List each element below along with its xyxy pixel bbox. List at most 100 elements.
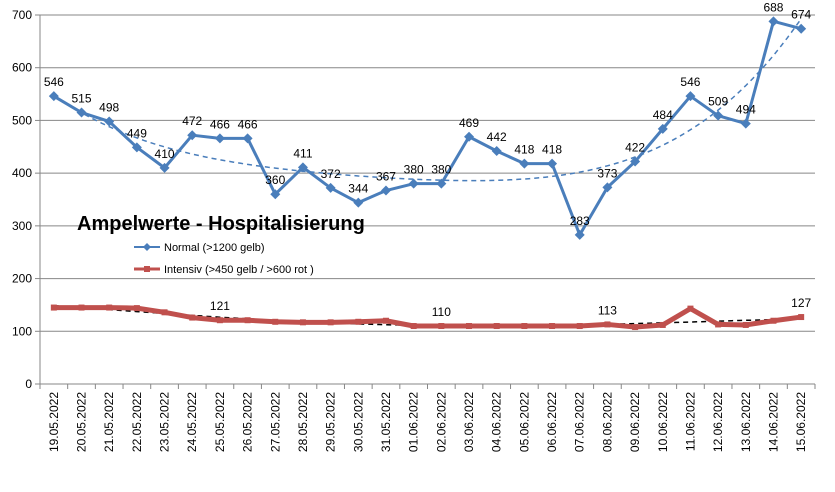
- data-label: 127: [791, 296, 811, 310]
- legend: Normal (>1200 gelb) Intensiv (>450 gelb /…: [134, 242, 314, 276]
- data-label: 498: [99, 100, 119, 114]
- data-point: [768, 16, 779, 27]
- data-label: 344: [348, 182, 368, 196]
- y-tick-label: 600: [12, 61, 32, 75]
- x-tick-label: 26.05.2022: [241, 392, 255, 452]
- x-tick-label: 03.06.2022: [462, 392, 476, 452]
- data-label: 380: [404, 163, 424, 177]
- data-point: [659, 321, 666, 328]
- data-point: [297, 162, 308, 173]
- gridlines: [40, 14, 815, 332]
- data-label: 110: [432, 305, 451, 319]
- x-tick-label: 23.05.2022: [158, 392, 172, 452]
- data-point: [189, 314, 196, 321]
- legend-marker: [143, 243, 151, 251]
- data-point: [715, 321, 722, 328]
- data-point: [547, 158, 558, 169]
- data-point: [410, 323, 417, 330]
- data-label: 509: [708, 95, 728, 109]
- x-tick-label: 25.05.2022: [213, 392, 227, 452]
- data-label: 360: [265, 173, 285, 187]
- data-point: [493, 323, 500, 330]
- data-point: [131, 142, 142, 153]
- data-label: 472: [182, 114, 202, 128]
- data-point: [687, 305, 694, 312]
- x-tick-label: 31.05.2022: [379, 392, 393, 452]
- data-point: [270, 189, 281, 200]
- data-point: [491, 146, 502, 157]
- x-tick-label: 29.05.2022: [324, 392, 338, 452]
- data-point: [408, 178, 419, 189]
- data-point: [272, 318, 279, 325]
- data-point: [299, 319, 306, 326]
- series-group: [48, 16, 807, 331]
- x-tick-label: 13.06.2022: [739, 392, 753, 452]
- data-label: 688: [763, 0, 783, 14]
- x-tick-label: 06.06.2022: [545, 392, 559, 452]
- y-tick-label: 700: [12, 8, 32, 22]
- data-point: [380, 185, 391, 196]
- data-point: [159, 162, 170, 173]
- data-point: [657, 123, 668, 134]
- x-tick-label: 22.05.2022: [130, 392, 144, 452]
- x-tick-label: 12.06.2022: [711, 392, 725, 452]
- data-label: 418: [542, 143, 562, 157]
- data-point: [713, 110, 724, 121]
- data-point: [244, 317, 251, 324]
- x-tick-label: 24.05.2022: [185, 392, 199, 452]
- x-axis: 19.05.2022 20.05.2022 21.05.2022 22.05.2022…: [39, 383, 816, 452]
- data-label: 546: [44, 75, 64, 89]
- data-point: [353, 197, 364, 208]
- x-tick-label: 21.05.2022: [102, 392, 116, 452]
- data-point: [464, 131, 475, 142]
- data-label: 466: [238, 117, 258, 131]
- data-point: [187, 130, 198, 141]
- data-label: 484: [653, 108, 673, 122]
- data-label: 411: [293, 146, 312, 160]
- x-tick-label: 04.06.2022: [490, 392, 504, 452]
- data-point: [325, 182, 336, 193]
- x-tick-label: 28.05.2022: [296, 392, 310, 452]
- y-tick-label: 200: [12, 272, 32, 286]
- data-point: [574, 229, 585, 240]
- data-point: [355, 318, 362, 325]
- data-label: 422: [625, 141, 645, 155]
- y-tick-label: 500: [12, 113, 32, 127]
- data-point: [106, 304, 113, 311]
- x-tick-label: 30.05.2022: [351, 392, 365, 452]
- data-label: 494: [736, 103, 756, 117]
- y-tick-label: 100: [12, 324, 32, 338]
- data-point: [216, 317, 223, 324]
- legend-marker: [144, 266, 150, 272]
- data-point: [214, 133, 225, 144]
- y-tick-label: 300: [12, 219, 32, 233]
- data-label: 418: [514, 143, 534, 157]
- data-point: [685, 91, 696, 102]
- x-tick-label: 27.05.2022: [268, 392, 282, 452]
- legend-label: Intensiv (>450 gelb / >600 rot ): [164, 264, 314, 276]
- data-label: 449: [127, 126, 147, 140]
- data-label: 546: [680, 75, 700, 89]
- data-point: [78, 304, 85, 311]
- x-tick-label: 01.06.2022: [407, 392, 421, 452]
- data-point: [76, 107, 87, 118]
- data-point: [798, 314, 805, 321]
- x-tick-label: 14.06.2022: [766, 392, 780, 452]
- data-point: [161, 309, 168, 316]
- data-point: [770, 317, 777, 324]
- data-point: [382, 317, 389, 324]
- data-point: [519, 158, 530, 169]
- x-tick-label: 10.06.2022: [656, 392, 670, 452]
- x-tick-label: 20.05.2022: [75, 392, 89, 452]
- data-point: [436, 178, 447, 189]
- data-point: [632, 324, 639, 331]
- data-label: 466: [210, 117, 230, 131]
- data-point: [48, 91, 59, 102]
- x-tick-label: 05.06.2022: [517, 392, 531, 452]
- x-tick-label: 07.06.2022: [573, 392, 587, 452]
- x-tick-label: 09.06.2022: [628, 392, 642, 452]
- chart-title: Ampelwerte - Hospitalisierung: [77, 213, 365, 235]
- data-label: 367: [376, 170, 396, 184]
- data-point: [742, 321, 749, 328]
